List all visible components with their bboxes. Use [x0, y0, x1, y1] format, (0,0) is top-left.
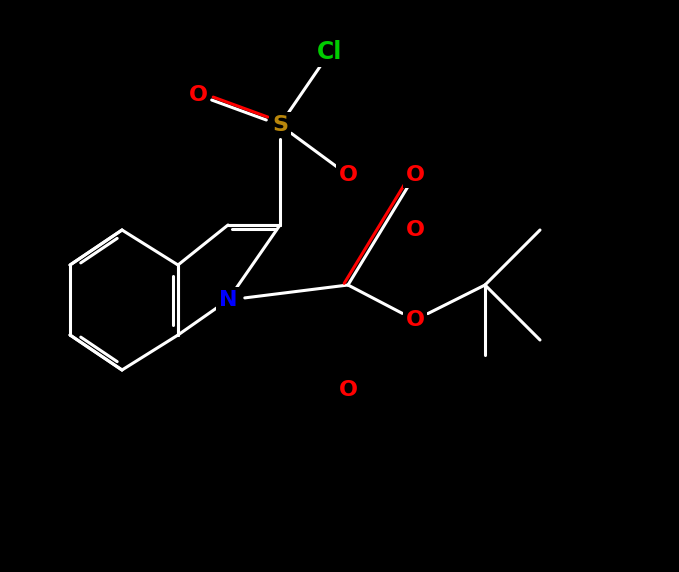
Text: N: N	[219, 290, 237, 310]
Text: O: O	[405, 220, 424, 240]
Text: S: S	[272, 115, 288, 135]
Text: O: O	[189, 85, 208, 105]
Text: O: O	[339, 165, 358, 185]
Text: O: O	[405, 165, 424, 185]
Text: Cl: Cl	[317, 40, 343, 64]
Text: O: O	[339, 380, 358, 400]
Text: O: O	[405, 310, 424, 330]
